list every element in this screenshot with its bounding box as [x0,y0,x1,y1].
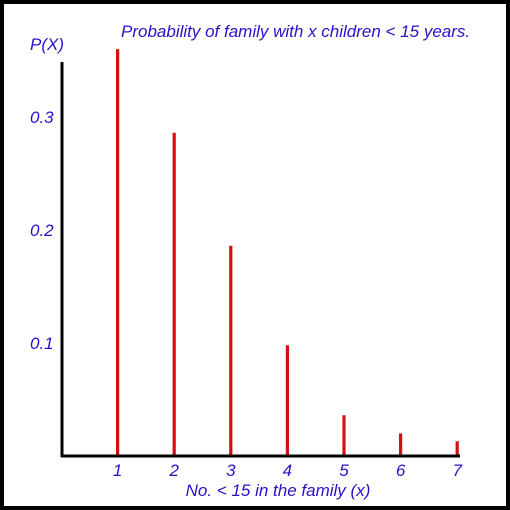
chart-title: Probability of family with x children < … [121,22,470,41]
x-tick-2: 2 [168,461,179,480]
bar-7 [455,441,459,456]
y-tick-0-2: 0.2 [30,221,54,240]
bar-2 [172,132,176,457]
bar-4 [285,345,289,456]
y-tick-0-3: 0.3 [30,108,54,127]
x-tick-7: 7 [452,461,462,480]
chart-frame: Probability of family with x children < … [4,4,506,506]
bar-1 [116,49,120,456]
bar-chart: Probability of family with x children < … [30,22,470,500]
x-tick-3: 3 [226,461,236,480]
x-tick-4: 4 [283,461,292,480]
bar-3 [229,245,233,456]
x-axis-label: No. < 15 in the family (x) [186,481,371,500]
y-tick-0-1: 0.1 [30,334,54,353]
y-tick-labels: 0.1 0.2 0.3 [30,108,54,353]
x-tick-labels: 1 2 3 4 5 6 7 [113,461,463,480]
bar-6 [399,433,403,456]
bar-5 [342,415,346,456]
x-tick-6: 6 [396,461,406,480]
x-tick-5: 5 [339,461,349,480]
y-axis-label: P(X) [30,35,64,54]
bars [116,49,459,457]
x-tick-1: 1 [113,461,122,480]
